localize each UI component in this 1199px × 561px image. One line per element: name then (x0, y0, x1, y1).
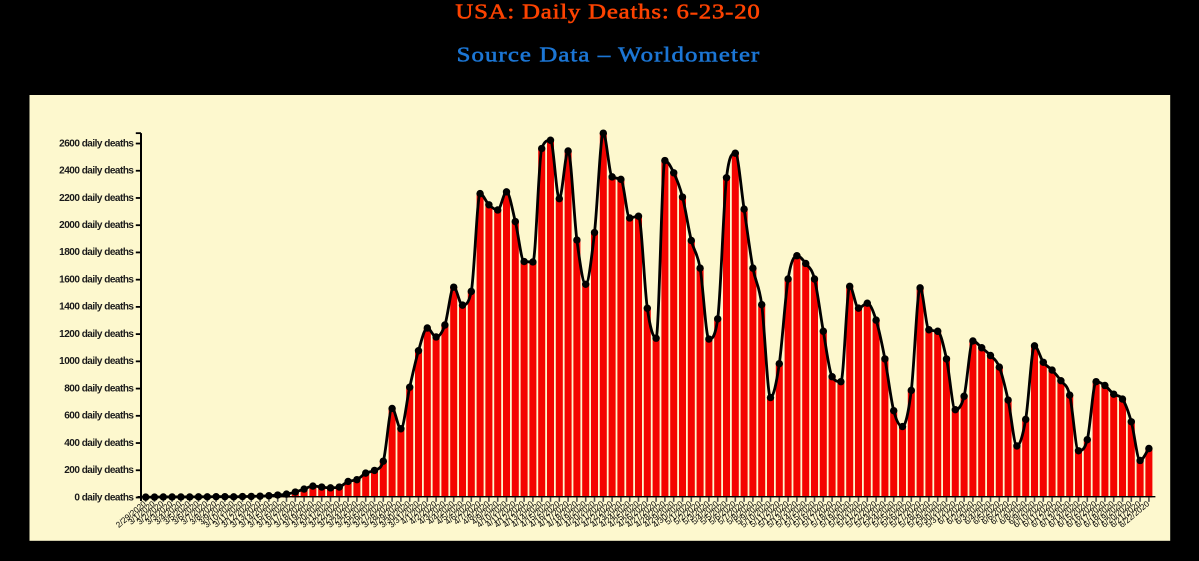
svg-text:2000 daily deaths: 2000 daily deaths (59, 220, 134, 231)
svg-text:1600 daily deaths: 1600 daily deaths (59, 274, 134, 285)
svg-text:1800 daily deaths: 1800 daily deaths (59, 247, 134, 258)
svg-text:0 daily deaths: 0 daily deaths (74, 492, 134, 503)
svg-text:USA: Daily Deaths: 6-23-20: USA: Daily Deaths: 6-23-20 (455, 0, 760, 23)
svg-text:Source Data – Worldometer: Source Data – Worldometer (457, 43, 761, 66)
svg-text:1000 daily deaths: 1000 daily deaths (59, 356, 134, 367)
svg-text:200 daily deaths: 200 daily deaths (64, 465, 134, 476)
svg-text:800 daily deaths: 800 daily deaths (64, 383, 134, 394)
svg-text:1200 daily deaths: 1200 daily deaths (59, 329, 134, 340)
svg-text:2600 daily deaths: 2600 daily deaths (59, 138, 134, 149)
svg-text:2400 daily deaths: 2400 daily deaths (59, 166, 134, 177)
svg-text:1400 daily deaths: 1400 daily deaths (59, 302, 134, 313)
svg-text:600 daily deaths: 600 daily deaths (64, 411, 134, 422)
svg-text:400 daily deaths: 400 daily deaths (64, 438, 134, 449)
svg-text:2200 daily deaths: 2200 daily deaths (59, 193, 134, 204)
